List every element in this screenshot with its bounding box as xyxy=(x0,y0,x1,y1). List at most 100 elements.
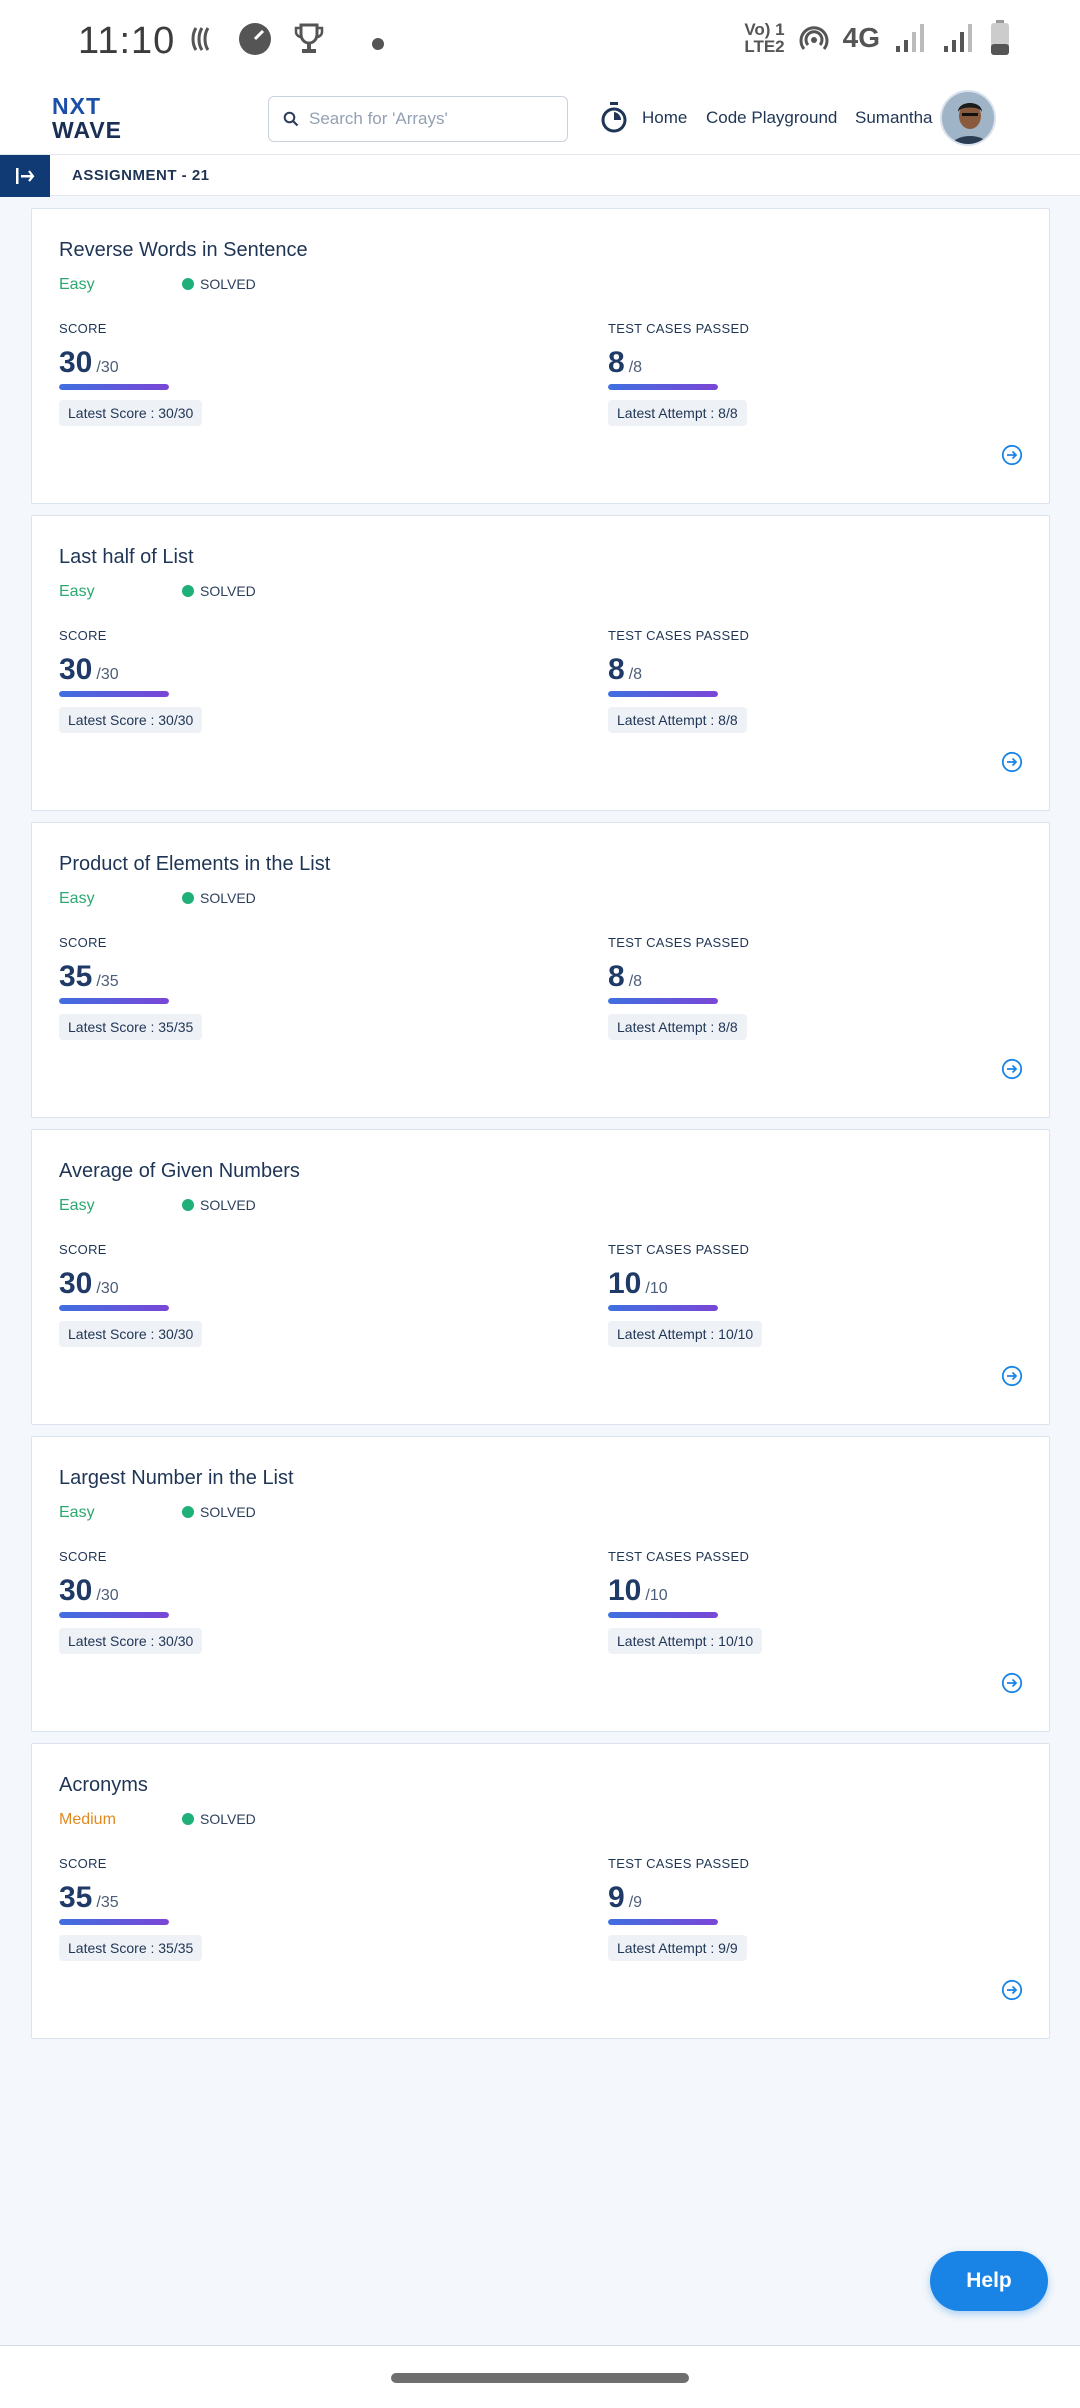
tests-total: /10 xyxy=(645,1280,668,1297)
score-number: 30 xyxy=(59,1574,93,1607)
test-cases-value: 10 /10 xyxy=(608,1267,762,1301)
tests-total: /10 xyxy=(645,1587,668,1604)
solved-dot-icon xyxy=(182,1813,194,1825)
test-cases-label: TEST CASES PASSED xyxy=(608,1549,750,1564)
score-number: 30 xyxy=(59,346,93,379)
problem-title[interactable]: Reverse Words in Sentence xyxy=(59,239,308,261)
status-badge: SOLVED xyxy=(182,583,256,599)
avatar[interactable] xyxy=(940,90,996,146)
tests-passed-number: 8 xyxy=(608,653,625,686)
problem-card[interactable]: Largest Number in the List Easy SOLVED S… xyxy=(31,1436,1050,1732)
score-progress-bar xyxy=(59,998,169,1004)
status-text: SOLVED xyxy=(200,1197,256,1213)
problem-card[interactable]: Acronyms Medium SOLVED SCORE 35 /35 Late… xyxy=(31,1743,1050,2039)
score-label: SCORE xyxy=(59,935,107,950)
difficulty-label: Easy xyxy=(59,1197,95,1214)
problem-title[interactable]: Largest Number in the List xyxy=(59,1467,294,1489)
tests-progress-fill xyxy=(608,1612,718,1618)
nxtwave-logo[interactable]: NXT WAVE TM xyxy=(52,94,142,164)
latest-attempt-pill: Latest Attempt : 8/8 xyxy=(608,707,747,733)
arrow-circle-right-icon[interactable] xyxy=(1001,1672,1023,1694)
problem-card[interactable]: Reverse Words in Sentence Easy SOLVED SC… xyxy=(31,208,1050,504)
latest-attempt-pill: Latest Attempt : 8/8 xyxy=(608,1014,747,1040)
test-cases-value: 8 /8 xyxy=(608,960,749,994)
volte-line1: Vo) 1 xyxy=(744,20,785,39)
score-value: 30 /30 xyxy=(59,346,202,380)
arrow-circle-right-icon[interactable] xyxy=(1001,444,1023,466)
assignment-title: ASSIGNMENT - 21 xyxy=(72,167,210,184)
status-badge: SOLVED xyxy=(182,1504,256,1520)
solved-dot-icon xyxy=(182,1506,194,1518)
score-value: 30 /30 xyxy=(59,1574,202,1608)
navigation-bar xyxy=(0,2345,1080,2408)
score-label: SCORE xyxy=(59,1242,107,1257)
arrow-circle-right-icon[interactable] xyxy=(1001,1058,1023,1080)
timer-icon[interactable] xyxy=(600,102,628,134)
battery-icon xyxy=(991,20,1009,55)
arrow-circle-right-icon[interactable] xyxy=(1001,1979,1023,2001)
latest-attempt-pill: Latest Attempt : 8/8 xyxy=(608,400,747,426)
trophy-icon xyxy=(294,23,324,53)
score-number: 35 xyxy=(59,960,93,993)
tests-progress-bar xyxy=(608,998,718,1004)
search-box[interactable] xyxy=(268,96,568,142)
tests-total: /8 xyxy=(628,973,643,990)
difficulty-label: Easy xyxy=(59,890,95,907)
problem-card[interactable]: Last half of List Easy SOLVED SCORE 30 /… xyxy=(31,515,1050,811)
score-number: 30 xyxy=(59,1267,93,1300)
home-indicator[interactable] xyxy=(391,2373,689,2383)
score-progress-bar xyxy=(59,384,169,390)
problem-list: Reverse Words in Sentence Easy SOLVED SC… xyxy=(31,208,1050,2050)
search-icon xyxy=(283,111,299,127)
arrow-circle-right-icon[interactable] xyxy=(1001,751,1023,773)
nav-user-name[interactable]: Sumantha xyxy=(855,108,933,127)
status-badge: SOLVED xyxy=(182,1811,256,1827)
test-cases-label: TEST CASES PASSED xyxy=(608,321,750,336)
solved-dot-icon xyxy=(182,278,194,290)
arrow-circle-right-icon[interactable] xyxy=(1001,1365,1023,1387)
score-value: 30 /30 xyxy=(59,1267,202,1301)
volte-indicator: Vo) 1 LTE2 xyxy=(744,21,784,55)
score-label: SCORE xyxy=(59,628,107,643)
problem-card[interactable]: Product of Elements in the List Easy SOL… xyxy=(31,822,1050,1118)
status-text: SOLVED xyxy=(200,1504,256,1520)
tests-total: /8 xyxy=(628,359,643,376)
signal-strength-icon-2 xyxy=(944,24,972,52)
sidebar-expand-icon xyxy=(16,168,35,184)
score-progress-bar xyxy=(59,691,169,697)
tests-passed-number: 8 xyxy=(608,346,625,379)
user-avatar-icon xyxy=(942,92,994,144)
speedometer-icon xyxy=(239,23,271,55)
latest-score-pill: Latest Score : 35/35 xyxy=(59,1014,203,1040)
difficulty-label: Easy xyxy=(59,1504,95,1521)
test-cases-section: TEST CASES PASSED 8 /8 Latest Attempt : … xyxy=(608,628,749,733)
difficulty-label: Easy xyxy=(59,276,95,293)
problem-title[interactable]: Acronyms xyxy=(59,1774,148,1796)
nav-code-playground[interactable]: Code Playground xyxy=(706,108,838,127)
sidebar-toggle-button[interactable] xyxy=(0,155,50,197)
problem-card[interactable]: Average of Given Numbers Easy SOLVED SCO… xyxy=(31,1129,1050,1425)
problem-title[interactable]: Last half of List xyxy=(59,546,194,568)
test-cases-value: 8 /8 xyxy=(608,346,749,380)
test-cases-value: 10 /10 xyxy=(608,1574,762,1608)
test-cases-section: TEST CASES PASSED 10 /10 Latest Attempt … xyxy=(608,1549,763,1654)
problem-title[interactable]: Average of Given Numbers xyxy=(59,1160,300,1182)
nav-home[interactable]: Home xyxy=(642,108,688,127)
help-button[interactable]: Help xyxy=(930,2251,1048,2311)
assignment-bar: ASSIGNMENT - 21 xyxy=(0,154,1080,197)
problem-title[interactable]: Product of Elements in the List xyxy=(59,853,331,875)
status-badge: SOLVED xyxy=(182,276,256,292)
score-section: SCORE 35 /35 Latest Score : 35/35 xyxy=(59,1856,203,1961)
search-input[interactable] xyxy=(307,108,547,130)
test-cases-section: TEST CASES PASSED 9 /9 Latest Attempt : … xyxy=(608,1856,749,1961)
test-cases-section: TEST CASES PASSED 8 /8 Latest Attempt : … xyxy=(608,321,749,426)
status-text: SOLVED xyxy=(200,276,256,292)
logo-word: WAVE xyxy=(52,117,123,143)
score-total: /35 xyxy=(96,973,119,990)
tests-progress-bar xyxy=(608,1305,718,1311)
score-label: SCORE xyxy=(59,1549,107,1564)
score-section: SCORE 35 /35 Latest Score : 35/35 xyxy=(59,935,203,1040)
signal-strength-icon-1 xyxy=(896,24,924,52)
test-cases-label: TEST CASES PASSED xyxy=(608,1856,750,1871)
solved-dot-icon xyxy=(182,892,194,904)
